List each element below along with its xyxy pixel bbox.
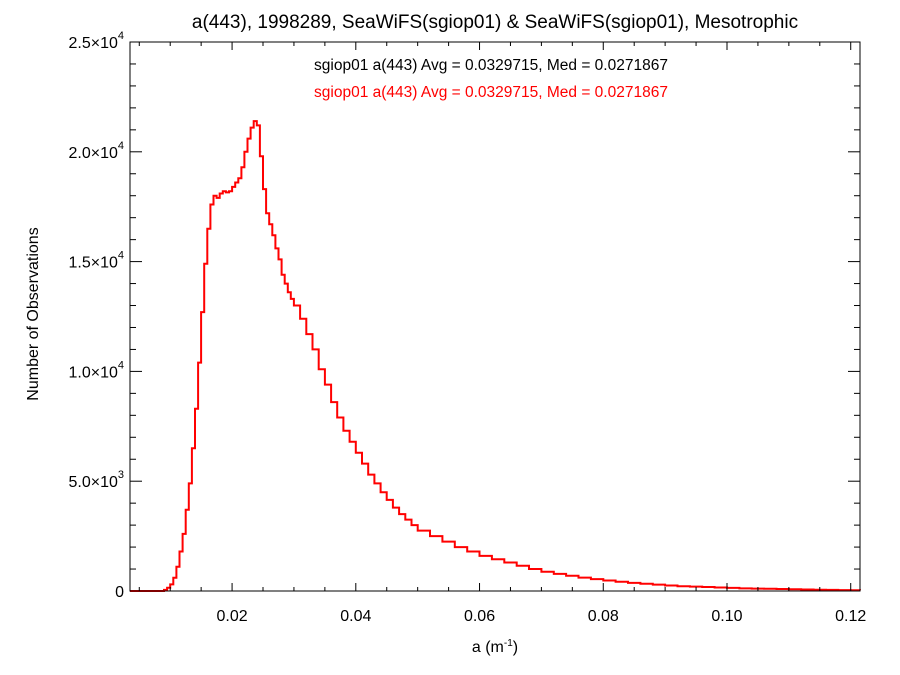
annotation-text: sgiop01 a(443) Avg = 0.0329715, Med = 0.…: [314, 57, 668, 74]
y-axis-label: Number of Observations: [25, 227, 42, 400]
y-axis: 0 5.0×103 1.0×104 1.5×104 2.0×104 2.5×104: [68, 30, 860, 601]
x-tick-label: 0.04: [340, 608, 371, 625]
x-tick-label: 0.02: [217, 608, 248, 625]
legend-annotations: sgiop01 a(443) Avg = 0.0329715, Med = 0.…: [314, 57, 668, 101]
x-axis-label: a (m-1): [472, 638, 518, 656]
y-tick-label: 1.0×104: [68, 359, 124, 381]
chart-title: a(443), 1998289, SeaWiFS(sgiop01) & SeaW…: [192, 12, 798, 33]
x-axis: 0.02 0.04 0.06 0.08 0.10 0.12: [138, 42, 866, 625]
x-tick-label: 0.06: [464, 608, 495, 625]
annotation-text: sgiop01 a(443) Avg = 0.0329715, Med = 0.…: [314, 84, 668, 101]
y-tick-label: 5.0×103: [68, 469, 124, 491]
y-tick-label: 1.5×104: [68, 250, 124, 272]
plot-frame: [129, 41, 861, 592]
y-tick-label: 2.0×104: [68, 140, 124, 162]
series-layer: [130, 120, 861, 592]
x-tick-label: 0.08: [588, 608, 619, 625]
histogram-series-line: [130, 120, 861, 592]
x-tick-label: 0.10: [711, 608, 742, 625]
x-tick-label: 0.12: [835, 608, 866, 625]
y-tick-label: 2.5×104: [68, 30, 124, 52]
y-tick-label: 0: [115, 584, 124, 601]
